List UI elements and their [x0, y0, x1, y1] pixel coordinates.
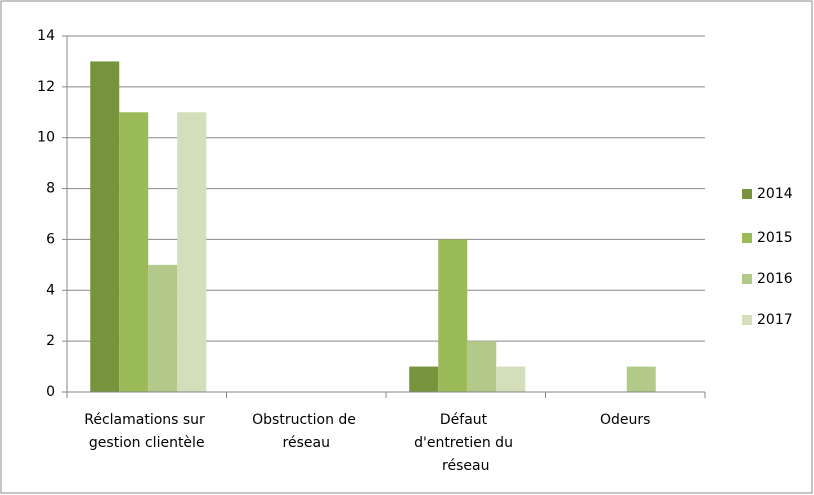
- y-tick-label: 8: [46, 181, 55, 197]
- legend-swatch: [742, 189, 752, 199]
- bar: [409, 366, 439, 392]
- y-tick-label: 2: [46, 333, 55, 349]
- legend-swatch: [742, 274, 752, 284]
- x-tick-label: Odeurs: [600, 412, 650, 428]
- legend-label: 2017: [757, 312, 793, 328]
- bar: [496, 366, 526, 392]
- bar: [177, 112, 207, 393]
- bar: [467, 341, 497, 392]
- y-tick-label: 0: [46, 384, 55, 400]
- bar: [90, 61, 120, 393]
- bar: [119, 112, 149, 393]
- y-tick-label: 6: [46, 231, 55, 247]
- legend-label: 2016: [757, 271, 793, 287]
- y-tick-label: 10: [37, 130, 55, 146]
- legend-label: 2014: [757, 186, 793, 202]
- legend-label: 2015: [757, 230, 793, 246]
- bar: [626, 366, 656, 392]
- x-tick-label: Réclamations sur gestion clientèle: [84, 412, 209, 451]
- legend-swatch: [742, 315, 752, 325]
- x-tick-label: Obstruction de réseau: [252, 412, 360, 451]
- legend-swatch: [742, 233, 752, 243]
- bar: [438, 239, 468, 392]
- y-tick-label: 12: [37, 79, 55, 95]
- y-tick-label: 14: [37, 28, 55, 44]
- y-tick-label: 4: [46, 282, 55, 298]
- bar: [148, 264, 178, 392]
- x-tick-label: Défaut d'entretien du réseau: [414, 412, 517, 474]
